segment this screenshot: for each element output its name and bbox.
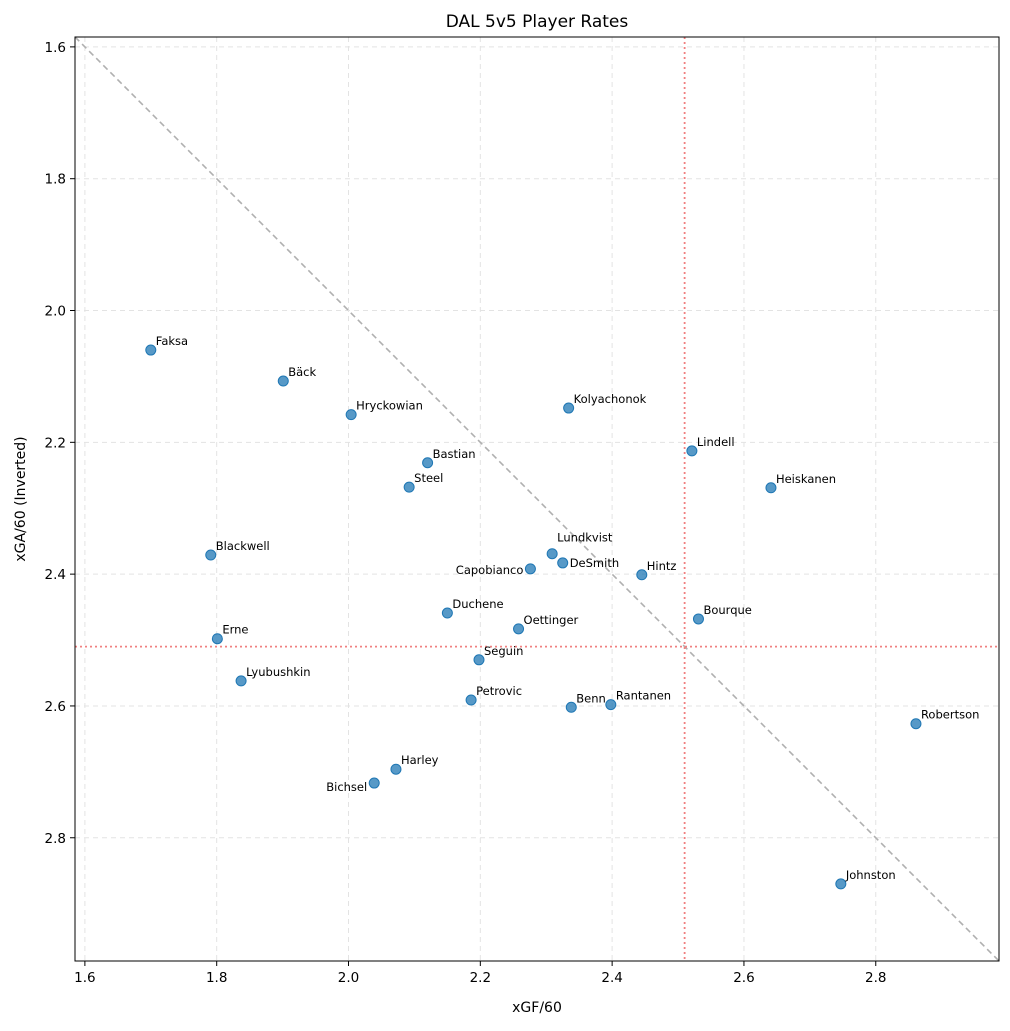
point-label: Bäck	[288, 365, 316, 379]
data-point	[546, 548, 558, 560]
point-label: DeSmith	[570, 556, 619, 570]
data-point	[636, 569, 648, 581]
y-tick-label: 2.2	[45, 435, 66, 451]
point-label: Johnston	[845, 868, 896, 882]
point-label: Erne	[222, 623, 248, 637]
data-point	[473, 654, 485, 666]
data-point	[441, 607, 453, 619]
point-label: Lyubushkin	[246, 665, 310, 679]
point-label: Hintz	[647, 559, 677, 573]
x-tick-label: 2.8	[865, 970, 886, 986]
point-labels: Faksa Bäck Hryckowian Kolyachonok Lindell Hei…	[156, 334, 980, 882]
point-label: Petrovic	[476, 684, 522, 698]
point-label: Bastian	[433, 447, 476, 461]
reference-lines	[74, 36, 1000, 962]
point-label: Harley	[401, 753, 439, 767]
ticks: 1.6 1.8 2.0 2.2 2.4 2.6 2.8 1.6 1.8 2.0 2.2 2.4 2.6 2…	[45, 40, 887, 986]
data-point	[145, 344, 157, 356]
y-tick-label: 1.6	[45, 40, 66, 56]
data-point	[557, 557, 569, 569]
y-tick-label: 2.4	[45, 567, 66, 583]
point-label: Lundkvist	[557, 531, 613, 545]
x-axis-label: xGF/60	[512, 1000, 562, 1016]
data-point	[835, 878, 847, 890]
data-point	[513, 623, 525, 635]
grid	[75, 37, 999, 961]
point-label: Oettinger	[524, 613, 579, 627]
data-point	[765, 482, 777, 494]
point-label: Duchene	[452, 597, 503, 611]
x-tick-label: 2.6	[733, 970, 754, 986]
data-point	[211, 633, 223, 645]
x-tick-label: 2.4	[601, 970, 622, 986]
data-point	[422, 457, 434, 469]
y-axis-label: xGA/60 (Inverted)	[13, 436, 29, 561]
data-point	[235, 675, 247, 687]
point-label: Faksa	[156, 334, 188, 348]
data-point	[524, 563, 536, 575]
data-point	[465, 694, 477, 706]
x-tick-label: 1.8	[206, 970, 227, 986]
diagonal-line	[74, 36, 1000, 962]
point-label: Seguin	[484, 644, 523, 658]
point-label: Capobianco	[456, 563, 524, 577]
data-point	[605, 699, 617, 711]
point-label: Kolyachonok	[574, 392, 647, 406]
point-label: Steel	[414, 471, 443, 485]
data-point	[345, 409, 357, 421]
data-point	[563, 402, 575, 414]
data-point	[686, 445, 698, 457]
x-tick-label: 2.2	[470, 970, 491, 986]
data-point	[277, 375, 289, 387]
y-tick-label: 1.8	[45, 172, 66, 188]
x-tick-label: 1.6	[74, 970, 95, 986]
chart-title: DAL 5v5 Player Rates	[446, 12, 629, 32]
point-label: Bichsel	[326, 780, 367, 794]
data-point	[403, 481, 415, 493]
point-label: Benn	[576, 691, 606, 705]
point-label: Heiskanen	[776, 472, 836, 486]
point-label: Lindell	[697, 435, 735, 449]
points	[145, 344, 922, 890]
plot-frame	[74, 36, 1000, 962]
point-label: Robertson	[921, 708, 979, 722]
data-point	[390, 763, 402, 775]
point-label: Rantanen	[616, 689, 671, 703]
data-point	[692, 613, 704, 625]
x-tick-label: 2.0	[338, 970, 359, 986]
data-point	[910, 718, 922, 730]
y-tick-label: 2.8	[45, 831, 66, 847]
point-label: Bourque	[703, 603, 751, 617]
point-label: Blackwell	[216, 539, 270, 553]
data-point	[368, 777, 380, 789]
data-point	[565, 701, 577, 713]
data-point	[205, 549, 217, 561]
y-tick-label: 2.6	[45, 699, 66, 715]
y-tick-label: 2.0	[45, 304, 66, 320]
point-label: Hryckowian	[356, 399, 423, 413]
